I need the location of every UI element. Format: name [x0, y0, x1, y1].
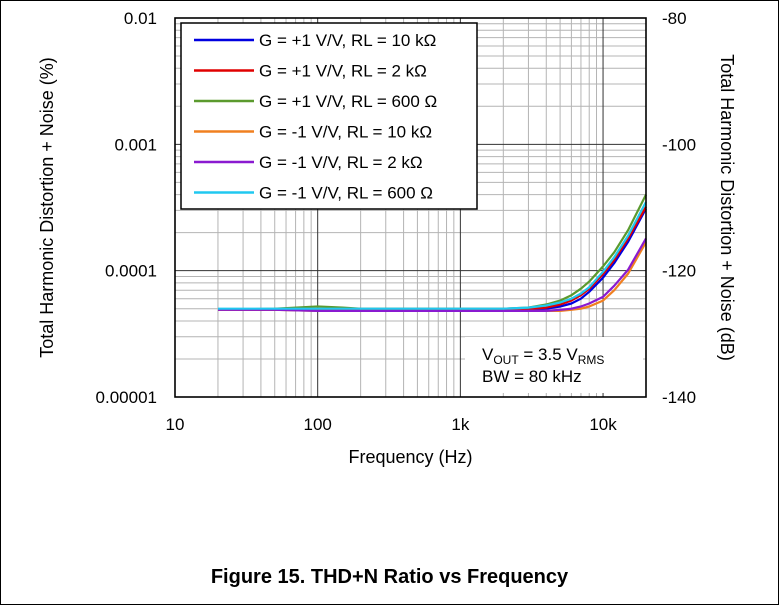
legend-label: G = +1 V/V, RL = 10 kΩ	[259, 31, 436, 50]
y2-tick-label: -100	[662, 135, 696, 154]
plot-border	[174, 17, 647, 398]
figure-caption: Figure 15. THD+N Ratio vs Frequency	[210, 566, 569, 588]
y-tick-label: 0.01	[124, 9, 157, 28]
x-tick-label: 1k	[451, 415, 469, 434]
y2-axis-title: Total Harmonic Distortion + Noise (dB)	[717, 54, 737, 361]
y-axis-title: Total Harmonic Distortion + Noise (%)	[37, 57, 57, 358]
annotation-bw: BW = 80 kHz	[482, 367, 582, 386]
x-tick-label: 10k	[589, 415, 617, 434]
legend-label: G = -1 V/V, RL = 600 Ω	[259, 184, 433, 203]
x-tick-label: 100	[303, 415, 331, 434]
y2-tick-label: -80	[662, 9, 687, 28]
legend-label: G = +1 V/V, RL = 2 kΩ	[259, 62, 427, 81]
thdn-chart: 10 100 1k 10k 0.01 0.001 0.0001 0.00001 -80 -100 -…	[37, 9, 737, 467]
legend-label: G = +1 V/V, RL = 600 Ω	[259, 92, 437, 111]
legend-label: G = -1 V/V, RL = 10 kΩ	[259, 123, 432, 142]
y-tick-label: 0.001	[114, 135, 157, 154]
x-tick-label: 10	[166, 415, 185, 434]
legend-box	[180, 22, 478, 210]
y2-tick-label: -120	[662, 262, 696, 281]
x-axis-title: Frequency (Hz)	[348, 447, 472, 467]
y2-tick-label: -140	[662, 388, 696, 407]
y-tick-label: 0.0001	[105, 262, 157, 281]
series-line-5	[218, 237, 647, 312]
series-line-6	[218, 201, 647, 310]
y-tick-label: 0.00001	[96, 388, 157, 407]
annotation-box	[465, 337, 643, 393]
annotation-vout: VOUT = 3.5 VRMS	[482, 345, 604, 367]
legend-label: G = -1 V/V, RL = 2 kΩ	[259, 153, 423, 172]
